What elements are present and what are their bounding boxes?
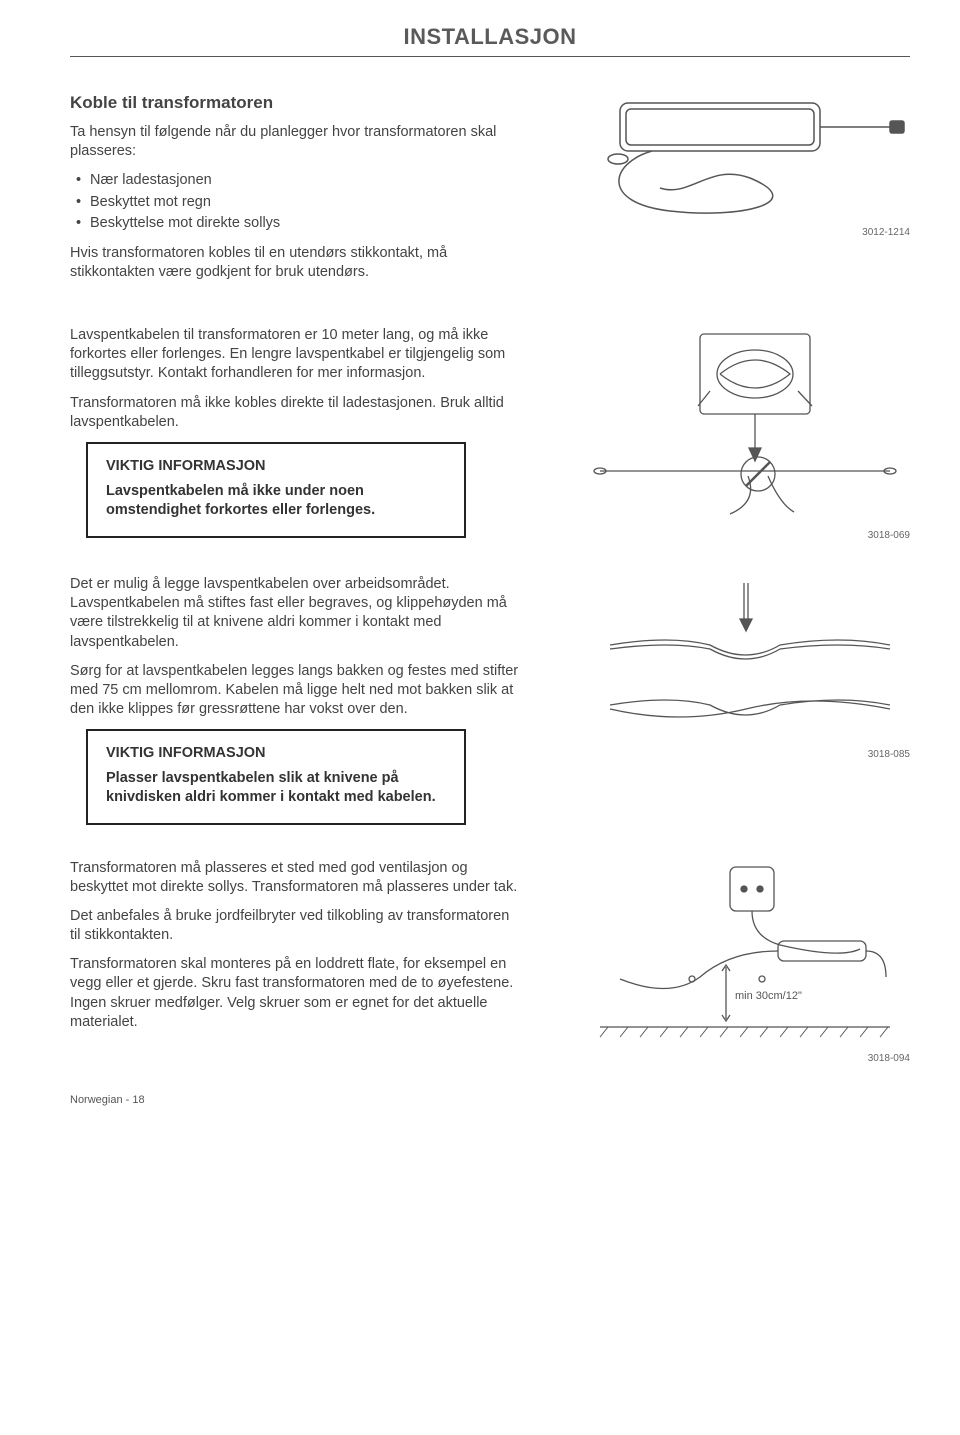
notice-title: VIKTIG INFORMASJON bbox=[106, 458, 446, 474]
wall-mount-figure: min 30cm/12" bbox=[580, 859, 910, 1049]
section-connect-transformer: Koble til transformatoren Ta hensyn til … bbox=[70, 93, 910, 292]
section3-para1: Det er mulig å legge lavspentkabelen ove… bbox=[70, 575, 520, 652]
section3-figure-col: 3018-085 bbox=[540, 575, 910, 760]
section4-para3: Transformatoren skal monteres på en lodd… bbox=[70, 955, 520, 1032]
cable-no-cut-figure bbox=[580, 326, 910, 526]
section2-figure-col: 3018-069 bbox=[540, 326, 910, 541]
section4-text: Transformatoren må plasseres et sted med… bbox=[70, 859, 520, 1042]
figure-id: 3018-069 bbox=[868, 530, 910, 541]
section-cable-ground: Det er mulig å legge lavspentkabelen ove… bbox=[70, 575, 910, 825]
section3-text: Det er mulig å legge lavspentkabelen ove… bbox=[70, 575, 520, 825]
section1-text: Koble til transformatoren Ta hensyn til … bbox=[70, 93, 520, 292]
notice-body: Plasser lavspentkabelen slik at knivene … bbox=[106, 769, 446, 807]
list-item: Beskyttelse mot direkte sollys bbox=[90, 214, 520, 234]
cable-stake-figure bbox=[580, 575, 910, 745]
notice-title: VIKTIG INFORMASJON bbox=[106, 745, 446, 761]
chapter-title: INSTALLASJON bbox=[70, 24, 910, 50]
section4-figure-col: min 30cm/12" 3018-094 bbox=[540, 859, 910, 1064]
manual-page: INSTALLASJON Koble til transformatoren T… bbox=[0, 0, 960, 1136]
section1-bullets: Nær ladestasjonen Beskyttet mot regn Bes… bbox=[70, 171, 520, 234]
figure-id: 3018-085 bbox=[868, 749, 910, 760]
section4-para1: Transformatoren må plasseres et sted med… bbox=[70, 859, 520, 897]
notice-body: Lavspentkabelen må ikke under noen omste… bbox=[106, 482, 446, 520]
notice-box: VIKTIG INFORMASJON Plasser lavspentkabel… bbox=[86, 729, 466, 825]
figure-id: 3012-1214 bbox=[862, 227, 910, 238]
section1-intro: Ta hensyn til følgende når du planlegger… bbox=[70, 123, 520, 161]
list-item: Beskyttet mot regn bbox=[90, 193, 520, 213]
transformer-figure bbox=[580, 93, 910, 223]
section2-text: Lavspentkabelen til transformatoren er 1… bbox=[70, 326, 520, 537]
section4-para2: Det anbefales å bruke jordfeilbryter ved… bbox=[70, 907, 520, 945]
section-mount: Transformatoren må plasseres et sted med… bbox=[70, 859, 910, 1064]
section-lv-cable: Lavspentkabelen til transformatoren er 1… bbox=[70, 326, 910, 541]
section1-outro: Hvis transformatoren kobles til en utend… bbox=[70, 244, 520, 282]
figure-id: 3018-094 bbox=[868, 1053, 910, 1064]
title-divider bbox=[70, 56, 910, 57]
section2-para2: Transformatoren må ikke kobles direkte t… bbox=[70, 394, 520, 432]
page-footer: Norwegian - 18 bbox=[70, 1094, 910, 1106]
list-item: Nær ladestasjonen bbox=[90, 171, 520, 191]
notice-box: VIKTIG INFORMASJON Lavspentkabelen må ik… bbox=[86, 442, 466, 538]
dimension-label: min 30cm/12" bbox=[735, 990, 802, 1002]
section1-figure-col: 3012-1214 bbox=[540, 93, 910, 238]
section1-heading: Koble til transformatoren bbox=[70, 93, 520, 113]
section3-para2: Sørg for at lavspentkabelen legges langs… bbox=[70, 662, 520, 719]
section2-para1: Lavspentkabelen til transformatoren er 1… bbox=[70, 326, 520, 383]
